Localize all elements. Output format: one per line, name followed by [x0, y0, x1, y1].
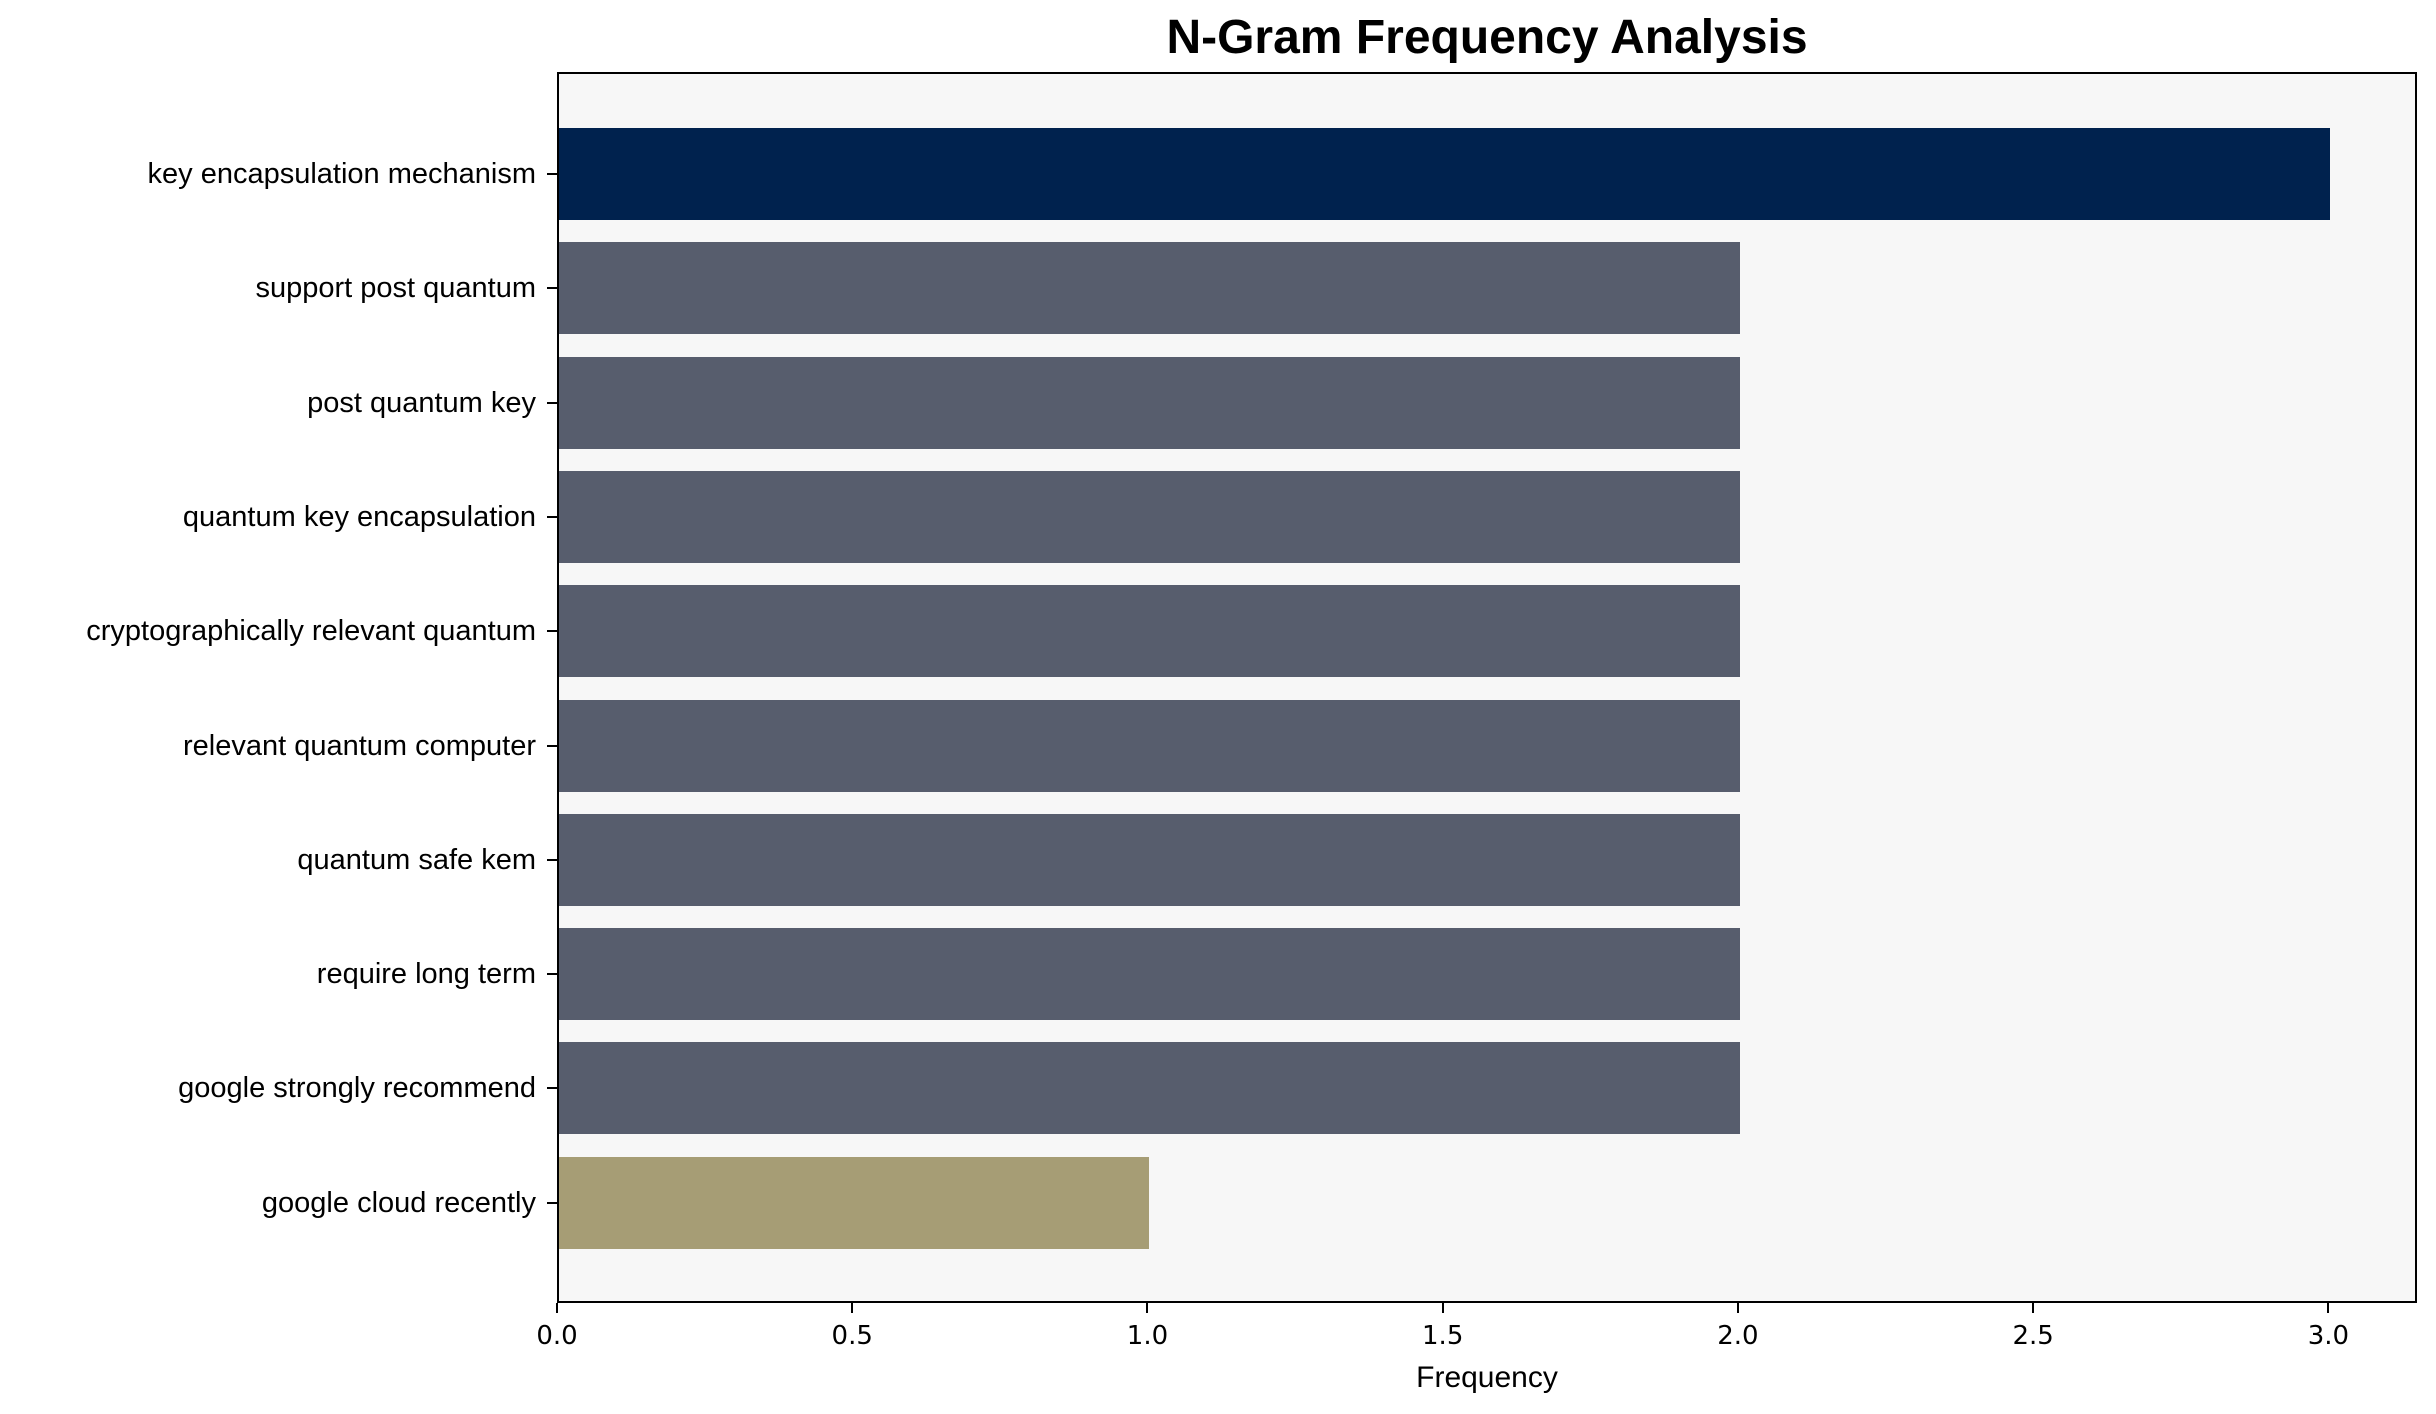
chart-title: N-Gram Frequency Analysis [1166, 11, 1808, 64]
x-tick-label: 2.0 [1717, 1321, 1759, 1351]
x-tick-mark [1146, 1303, 1149, 1313]
x-tick-mark [1736, 1303, 1739, 1313]
x-tick-label: 0.5 [831, 1321, 873, 1351]
y-tick-mark [547, 401, 557, 404]
plot-area [557, 72, 2417, 1303]
y-tick-label: quantum key encapsulation [182, 500, 536, 533]
y-tick-mark [547, 173, 557, 175]
x-tick-mark [2032, 1303, 2035, 1313]
y-tick-mark [547, 630, 557, 633]
x-tick-label: 0.0 [536, 1321, 578, 1351]
x-tick-label: 2.5 [2012, 1321, 2054, 1351]
x-axis-title: Frequency [1416, 1361, 1558, 1394]
y-tick-label: quantum safe kem [297, 843, 536, 876]
x-tick-mark [2327, 1303, 2330, 1313]
bar [559, 928, 1740, 1021]
bar [559, 356, 1740, 449]
x-tick-label: 1.0 [1126, 1321, 1169, 1351]
bar [559, 1156, 1150, 1249]
y-tick-mark [547, 744, 557, 747]
bar [559, 699, 1740, 792]
bar [559, 585, 1740, 678]
y-tick-label: key encapsulation mechanism [147, 158, 536, 190]
bar [559, 470, 1740, 563]
bar [559, 1042, 1740, 1135]
y-tick-label: google strongly recommend [178, 1072, 536, 1105]
y-tick-label: require long term [316, 958, 536, 991]
x-tick-label: 3.0 [2307, 1321, 2350, 1351]
bar [559, 128, 2331, 220]
bar [559, 242, 1740, 335]
y-tick-mark [547, 858, 557, 861]
x-tick-mark [851, 1303, 854, 1313]
y-tick-label: relevant quantum computer [182, 729, 536, 762]
y-tick-mark [547, 1201, 557, 1204]
y-tick-mark [547, 1087, 557, 1090]
y-tick-label: post quantum key [307, 386, 536, 419]
y-tick-mark [547, 287, 557, 290]
x-tick-label: 1.5 [1422, 1321, 1464, 1351]
y-tick-label: support post quantum [255, 272, 536, 305]
y-tick-label: google cloud recently [261, 1186, 536, 1219]
x-tick-mark [1441, 1303, 1444, 1313]
y-tick-mark [547, 515, 557, 518]
y-tick-label: cryptographically relevant quantum [86, 615, 536, 648]
x-tick-mark [556, 1303, 558, 1313]
y-tick-mark [547, 973, 557, 976]
bar [559, 813, 1740, 906]
